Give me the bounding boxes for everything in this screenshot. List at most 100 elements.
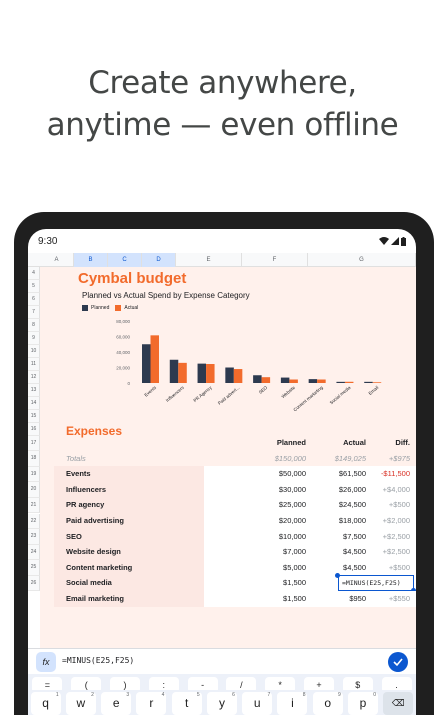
symbol-key[interactable]: ) — [109, 676, 140, 693]
row-header-18[interactable]: 18 — [28, 451, 40, 467]
row-header-5[interactable]: 5 — [28, 280, 40, 293]
row-name-bg — [54, 559, 204, 576]
row-header-15[interactable]: 15 — [28, 410, 40, 423]
table-row[interactable]: Paid advertising $20,000 $18,000 +$2,000 — [40, 513, 416, 529]
row-header-16[interactable]: 16 — [28, 423, 40, 436]
bar-planned-4 — [253, 375, 262, 383]
table-row[interactable]: Website design $7,000 $4,500 +$2,500 — [40, 544, 416, 560]
selection-handle-top[interactable] — [335, 573, 340, 579]
symbol-key[interactable]: : — [148, 676, 179, 693]
table-row[interactable]: Email marketing $1,500 $950 +$550 — [40, 591, 416, 607]
status-time: 9:30 — [38, 235, 58, 247]
active-cell-editor[interactable]: =MINUS(E25,F25) — [338, 575, 414, 591]
row-header-14[interactable]: 14 — [28, 397, 40, 410]
row-header-7[interactable]: 7 — [28, 306, 40, 319]
row-header-24[interactable]: 24 — [28, 544, 40, 561]
table-row[interactable]: Events $50,000 $61,500 -$11,500 — [40, 466, 416, 482]
row-header-13[interactable]: 13 — [28, 384, 40, 397]
table-row[interactable]: Content marketing $5,000 $4,500 +$500 — [40, 559, 416, 576]
row-header-6[interactable]: 6 — [28, 293, 40, 306]
symbol-key[interactable]: - — [187, 676, 218, 693]
planned-value: $50,000 — [278, 469, 306, 479]
totals-name: Totals — [66, 453, 86, 463]
table-totals-row[interactable]: Totals $150,000 $149,025 +$975 — [40, 451, 416, 467]
diff-value: +$4,000 — [382, 484, 410, 494]
row-name-bg — [54, 513, 204, 529]
totals-diff: +$975 — [388, 453, 410, 463]
symbol-key[interactable]: ( — [71, 676, 102, 693]
bar-chart[interactable]: 80,000 60,000 40,000 20,000 0 Events Influence… — [40, 315, 416, 425]
symbol-key[interactable]: * — [265, 676, 296, 693]
expense-name: Social media — [66, 578, 112, 588]
key-label: t — [185, 696, 189, 710]
column-header-g[interactable]: G — [308, 253, 416, 267]
row-header-26[interactable]: 26 — [28, 575, 40, 592]
row-header-17[interactable]: 17 — [28, 435, 40, 452]
column-header-d[interactable]: D — [142, 253, 176, 267]
key-number-hint: 7 — [267, 692, 271, 698]
row-header-10[interactable]: 10 — [28, 345, 40, 358]
key-label: i — [291, 696, 294, 710]
planned-value: $10,000 — [278, 531, 306, 541]
row-header-22[interactable]: 22 — [28, 513, 40, 530]
row-header-21[interactable]: 21 — [28, 497, 40, 514]
row-header-12[interactable]: 12 — [28, 371, 40, 384]
formula-bar[interactable]: fx =MINUS(E25,F25) — [28, 648, 416, 674]
row-header-9[interactable]: 9 — [28, 332, 40, 345]
actual-value: $4,500 — [343, 562, 366, 572]
row-value-bg — [204, 497, 416, 513]
column-header-c[interactable]: C — [108, 253, 142, 267]
symbol-key[interactable]: $ — [342, 676, 373, 693]
table-row[interactable]: SEO $10,000 $7,500 +$2,500 — [40, 528, 416, 545]
symbol-key[interactable]: . — [381, 676, 412, 693]
column-header-b[interactable]: B — [74, 253, 108, 267]
table-header-row[interactable]: Planned Actual Diff. — [40, 435, 416, 451]
status-icons — [379, 236, 406, 246]
key-label: ⌫ — [391, 698, 405, 708]
key-label: w — [76, 696, 86, 710]
symbol-key[interactable]: / — [226, 676, 257, 693]
confirm-check-button[interactable] — [388, 652, 408, 672]
column-header-e[interactable]: E — [176, 253, 242, 267]
row-header-25[interactable]: 25 — [28, 560, 40, 576]
sheet-title[interactable]: Cymbal budget — [78, 270, 187, 287]
selection-handle-bottom[interactable] — [411, 588, 416, 594]
bar-actual-5 — [289, 379, 298, 383]
row-header-11[interactable]: 11 — [28, 358, 40, 371]
fx-icon[interactable]: fx — [36, 652, 56, 672]
table-row[interactable]: Social media$1,500$1,575=MINUS(E25,F25) — [40, 573, 416, 594]
column-header-f[interactable]: F — [242, 253, 308, 267]
table-row[interactable]: PR agency $25,000 $24,500 +$500 — [40, 497, 416, 513]
x-tick-label: Content marketing — [292, 385, 324, 413]
bar-actual-3 — [233, 369, 243, 383]
diff-value: +$2,500 — [382, 531, 410, 541]
formula-input[interactable]: =MINUS(E25,F25) — [62, 656, 134, 665]
row-header-19[interactable]: 19 — [28, 466, 40, 483]
row-header-8[interactable]: 8 — [28, 319, 40, 332]
backspace-key[interactable]: ⌫ — [383, 692, 414, 715]
diff-value: +$500 — [388, 562, 410, 572]
sheet-grid[interactable]: Cymbal budget Planned vs Actual Spend by… — [40, 267, 416, 648]
bar-planned-0 — [142, 344, 151, 383]
column-header-a[interactable]: A — [40, 253, 74, 267]
symbol-key[interactable]: = — [32, 676, 63, 693]
row-header-4[interactable]: 4 — [28, 267, 40, 280]
key-label: p — [359, 696, 367, 710]
row-header-23[interactable]: 23 — [28, 529, 40, 545]
symbol-key[interactable]: + — [303, 676, 334, 693]
table-row[interactable]: Influencers $30,000 $26,000 +$4,000 — [40, 481, 416, 498]
totals-actual: $149,025 — [334, 453, 366, 463]
row-header-20[interactable]: 20 — [28, 482, 40, 498]
expenses-heading: Expenses — [66, 424, 123, 438]
row-name-bg — [54, 497, 204, 513]
